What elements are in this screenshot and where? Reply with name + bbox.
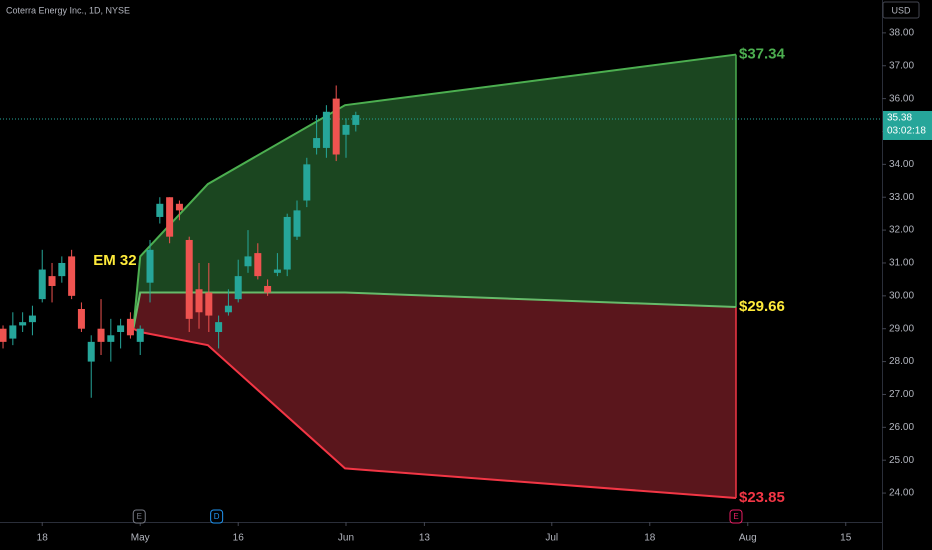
y-tick-label: 29.00	[889, 323, 914, 334]
annotation: EM 32	[93, 252, 136, 269]
y-tick-label: 24.00	[889, 488, 914, 499]
candle-body	[175, 203, 183, 211]
y-tick-label: 38.00	[889, 28, 914, 39]
candle-body	[322, 111, 330, 148]
candle-body	[332, 98, 340, 155]
candle-body	[0, 328, 7, 342]
event-marker[interactable]	[729, 509, 743, 524]
candle-body	[156, 203, 164, 217]
candle-body	[185, 239, 193, 319]
candle-body	[205, 292, 213, 316]
candle-body	[9, 325, 17, 339]
event-label: D	[214, 512, 220, 521]
candle-body	[342, 124, 350, 135]
candle-body	[58, 262, 66, 277]
candle-body	[166, 197, 174, 237]
candle-body	[215, 322, 223, 333]
candle-body	[107, 335, 115, 342]
x-tick-label: Aug	[739, 533, 757, 544]
candle-body	[28, 315, 36, 323]
upper-label: $37.34	[739, 46, 786, 63]
downside-fill	[133, 292, 736, 499]
candle-body	[48, 276, 56, 286]
candle-body	[87, 341, 95, 362]
x-tick-label: 15	[840, 533, 852, 544]
candle-body	[68, 256, 76, 296]
y-tick-label: 27.00	[889, 389, 914, 400]
upper-line	[132, 53, 737, 329]
candle-body	[38, 269, 46, 300]
candle-body	[224, 305, 232, 313]
candle-body	[244, 256, 252, 267]
x-tick-label: 18	[37, 533, 49, 544]
candle-body	[352, 115, 360, 125]
candle-body	[146, 249, 154, 283]
x-tick-label: 16	[233, 533, 245, 544]
candle-body	[283, 216, 291, 270]
y-tick-label: 34.00	[889, 159, 914, 170]
candle-body	[313, 138, 321, 148]
chart-title: Coterra Energy Inc., 1D, NYSE	[6, 5, 130, 15]
event-label: E	[137, 512, 142, 521]
currency-box[interactable]	[882, 1, 920, 19]
middle-label: $29.66	[739, 298, 785, 315]
candle-body	[264, 285, 272, 293]
x-tick-label: 18	[644, 533, 656, 544]
candle-body	[97, 328, 105, 342]
y-tick-label: 32.00	[889, 225, 914, 236]
event-label: E	[733, 512, 738, 521]
candle-body	[195, 289, 203, 313]
candle-body	[77, 308, 85, 329]
candle-body	[126, 318, 134, 336]
candle-body	[19, 322, 27, 326]
currency: USD	[891, 5, 911, 15]
y-tick-label: 33.00	[889, 192, 914, 203]
x-tick-label: May	[131, 533, 150, 544]
candle-body	[273, 269, 281, 273]
candle-body	[234, 276, 242, 300]
lower-label: $23.85	[739, 489, 785, 506]
candle-body	[136, 328, 144, 342]
x-tick-label: Jun	[338, 533, 354, 544]
y-tick-label: 37.00	[889, 60, 914, 71]
y-tick-label: 36.00	[889, 93, 914, 104]
x-tick-label: 13	[419, 533, 431, 544]
y-tick-label: 31.00	[889, 258, 914, 269]
candle-body	[254, 253, 262, 277]
last-price-label: 35.38	[887, 113, 912, 124]
event-marker[interactable]	[132, 509, 146, 524]
y-tick-label: 25.00	[889, 455, 914, 466]
candle-body	[293, 210, 301, 237]
countdown-label: 03:02:18	[887, 126, 926, 137]
event-marker[interactable]	[210, 509, 224, 524]
candle-body	[303, 164, 311, 201]
last-price-tag	[883, 110, 932, 140]
y-tick-label: 28.00	[889, 356, 914, 367]
y-tick-label: 30.00	[889, 290, 914, 301]
x-tick-label: Jul	[545, 533, 558, 544]
candle-body	[117, 325, 125, 333]
y-tick-label: 26.00	[889, 422, 914, 433]
